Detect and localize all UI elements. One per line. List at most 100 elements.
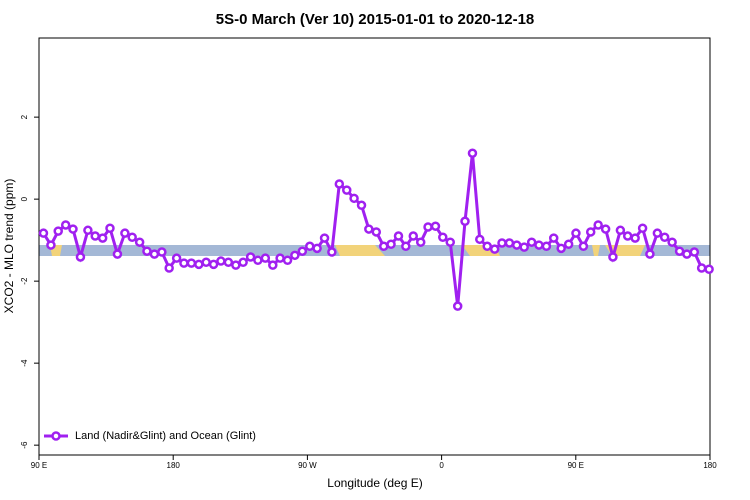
- data-point: [231, 260, 241, 270]
- data-point: [97, 233, 108, 243]
- x-tick-label: 0: [439, 461, 444, 470]
- data-point: [593, 220, 603, 230]
- y-axis-label: XCO2 - MLO trend (ppm): [2, 179, 16, 314]
- data-point: [342, 185, 352, 195]
- data-point: [489, 244, 500, 254]
- data-point: [467, 148, 478, 158]
- x-tick-label: 90 E: [568, 461, 584, 470]
- y-tick-label: -2: [20, 277, 29, 285]
- data-point: [696, 263, 707, 273]
- data-point: [615, 225, 626, 236]
- data-point: [401, 241, 411, 252]
- data-point: [171, 253, 182, 263]
- data-point: [216, 256, 226, 266]
- data-point: [563, 239, 574, 249]
- data-point: [38, 228, 49, 238]
- data-point: [194, 259, 204, 270]
- data-point: [682, 249, 692, 259]
- data-point: [659, 232, 670, 243]
- x-tick-label: 90 W: [298, 461, 317, 470]
- y-tick-label: -4: [20, 359, 29, 367]
- data-point: [149, 249, 160, 259]
- data-point: [608, 252, 618, 262]
- data-point: [393, 231, 404, 241]
- data-point: [201, 257, 211, 268]
- data-point: [282, 255, 293, 265]
- data-point: [674, 246, 685, 256]
- data-point: [571, 228, 581, 238]
- data-point: [260, 253, 271, 263]
- data-point: [268, 260, 278, 270]
- data-point: [689, 247, 700, 257]
- data-point: [556, 243, 566, 254]
- data-point: [585, 227, 596, 237]
- data-point: [600, 224, 611, 234]
- data-point: [630, 233, 640, 243]
- data-point: [622, 231, 633, 241]
- x-tick-label: 180: [703, 461, 717, 470]
- data-point: [134, 237, 145, 247]
- data-point: [238, 257, 248, 268]
- data-point: [120, 228, 130, 238]
- data-point: [334, 179, 345, 189]
- data-point: [164, 263, 174, 273]
- data-point: [364, 224, 374, 234]
- data-point: [445, 237, 455, 247]
- data-point: [275, 253, 285, 263]
- x-tick-label: 180: [167, 461, 181, 470]
- data-point: [142, 246, 152, 256]
- data-point: [312, 243, 322, 254]
- legend-marker: [51, 431, 61, 441]
- data-point: [319, 233, 330, 243]
- data-point: [645, 249, 655, 259]
- data-point: [371, 227, 382, 237]
- data-point: [652, 228, 663, 238]
- data-point: [223, 257, 234, 268]
- data-point: [290, 250, 300, 261]
- data-point: [75, 252, 86, 262]
- data-point: [534, 240, 544, 250]
- data-point: [667, 237, 677, 247]
- data-point: [245, 252, 256, 262]
- data-point: [297, 246, 308, 256]
- data-point: [475, 234, 485, 245]
- data-point: [253, 255, 263, 265]
- legend-label: Land (Nadir&Glint) and Ocean (Glint): [75, 430, 256, 442]
- data-point: [704, 264, 714, 275]
- data-point: [438, 232, 448, 243]
- plot-frame: [38, 37, 711, 456]
- data-point: [157, 247, 167, 257]
- data-point: [68, 224, 78, 234]
- data-point: [327, 247, 337, 257]
- data-point: [460, 216, 470, 227]
- y-tick-label: 2: [20, 114, 29, 119]
- data-point: [541, 241, 552, 252]
- data-point: [452, 301, 463, 311]
- y-tick-label: 0: [20, 196, 29, 201]
- data-point: [482, 241, 492, 252]
- y-tick-label: -6: [20, 441, 29, 449]
- land-patch: [335, 245, 385, 256]
- data-point: [637, 223, 648, 234]
- data-point: [408, 231, 419, 241]
- data-point: [415, 237, 426, 247]
- data-point: [83, 225, 93, 236]
- data-point: [90, 231, 100, 241]
- data-point: [305, 241, 315, 252]
- land-patch: [592, 245, 600, 256]
- data-point: [60, 220, 71, 230]
- data-point: [526, 237, 537, 247]
- data-point: [105, 223, 115, 234]
- data-point: [186, 258, 197, 268]
- data-point: [356, 200, 367, 211]
- x-tick-label: 90 E: [31, 461, 47, 470]
- data-point: [519, 242, 529, 252]
- data-point: [504, 238, 515, 248]
- data-point: [127, 232, 137, 243]
- data-point: [512, 240, 522, 250]
- x-axis-label: Longitude (deg E): [327, 476, 422, 490]
- data-point: [423, 222, 433, 232]
- data-point: [53, 226, 63, 236]
- data-point: [386, 239, 396, 249]
